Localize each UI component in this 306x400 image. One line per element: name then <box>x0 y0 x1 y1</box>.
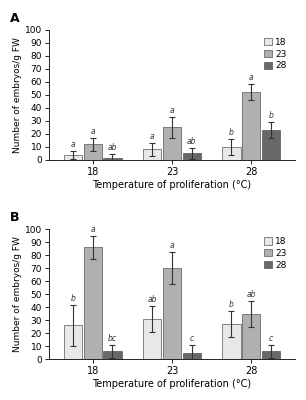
Bar <box>84 247 102 359</box>
Text: bc: bc <box>108 334 117 343</box>
Y-axis label: Number of embryos/g FW: Number of embryos/g FW <box>13 236 22 352</box>
Bar <box>183 153 201 160</box>
Bar <box>163 268 181 359</box>
X-axis label: Temperature of proliferation (°C): Temperature of proliferation (°C) <box>92 379 252 389</box>
Bar <box>103 351 121 359</box>
Bar <box>242 314 260 359</box>
Legend: 18, 23, 28: 18, 23, 28 <box>260 34 290 74</box>
Text: c: c <box>190 334 194 343</box>
Legend: 18, 23, 28: 18, 23, 28 <box>260 234 290 273</box>
Text: a: a <box>70 140 75 149</box>
Text: c: c <box>269 334 273 343</box>
X-axis label: Temperature of proliferation (°C): Temperature of proliferation (°C) <box>92 180 252 190</box>
Text: a: a <box>170 106 174 115</box>
Bar <box>64 155 82 160</box>
Bar <box>163 127 181 160</box>
Bar <box>84 144 102 160</box>
Bar <box>222 324 241 359</box>
Text: ab: ab <box>147 295 157 304</box>
Text: a: a <box>90 224 95 234</box>
Text: ab: ab <box>247 290 256 299</box>
Text: a: a <box>90 127 95 136</box>
Bar <box>64 325 82 359</box>
Text: ab: ab <box>108 143 117 152</box>
Bar <box>242 92 260 160</box>
Text: a: a <box>150 132 155 141</box>
Text: b: b <box>229 128 234 137</box>
Bar <box>143 150 161 160</box>
Text: A: A <box>10 12 19 24</box>
Text: b: b <box>229 300 234 309</box>
Bar <box>222 147 241 160</box>
Bar <box>103 158 121 160</box>
Bar <box>262 130 280 160</box>
Bar <box>183 353 201 359</box>
Y-axis label: Number of embryos/g FW: Number of embryos/g FW <box>13 37 22 153</box>
Bar <box>262 351 280 359</box>
Bar <box>143 319 161 359</box>
Text: ab: ab <box>187 137 196 146</box>
Text: b: b <box>269 111 274 120</box>
Text: a: a <box>249 74 254 82</box>
Text: B: B <box>10 211 19 224</box>
Text: b: b <box>70 294 75 302</box>
Text: a: a <box>170 242 174 250</box>
